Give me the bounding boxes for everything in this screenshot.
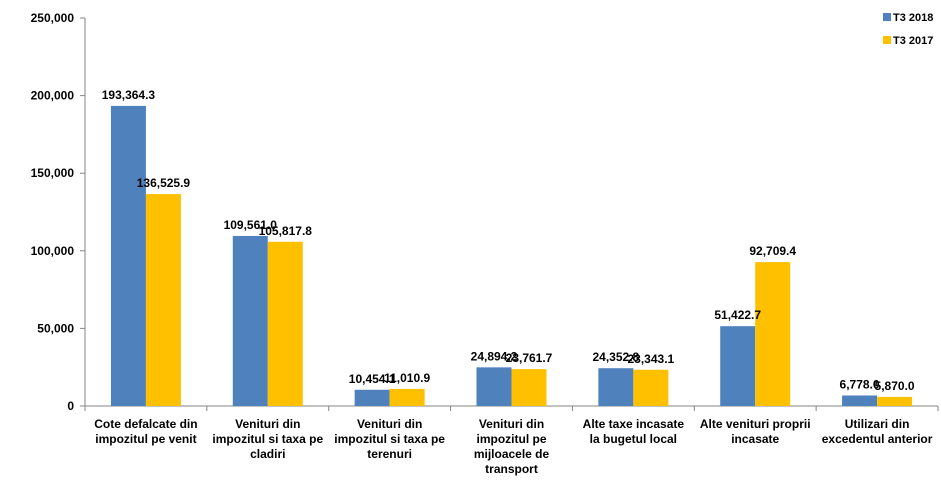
category-label: Venituri din impozitul si taxa pe cladiri [212,417,323,461]
legend-swatch [883,36,891,44]
data-label: 109,561.0 [224,218,278,232]
y-tick-label: 250,000 [31,11,75,25]
category-label: Alte venituri proprii incasate [700,417,811,446]
category-label: Venituri din impozitul pe mijloacele de tra… [474,417,550,476]
bar-t3-2018 [110,105,146,406]
y-tick-label: 150,000 [31,166,75,180]
bar-t3-2017 [755,262,791,406]
bar-t3-2017 [877,396,913,406]
data-label: 11,010.9 [384,371,430,385]
bar-t3-2017 [145,194,181,406]
legend: T3 2018 T3 2017 [883,12,933,47]
x-axis [84,405,939,411]
data-label: 23,761.7 [506,351,553,365]
y-tick-label: 0 [67,399,74,413]
data-label: 10,454.1 [349,372,396,386]
legend-swatch [883,13,891,21]
y-tick-label: 100,000 [31,244,75,258]
bar-t3-2017 [267,241,303,406]
y-tick-label: 200,000 [31,89,75,103]
category-labels: Cote defalcate din impozitul pe venit Veni… [94,417,933,476]
data-label: 105,817.8 [259,224,313,238]
category-label: Utilizari din excedentul anterior [822,417,933,446]
bar-t3-2018 [476,367,512,406]
y-tick-label: 50,000 [37,321,74,335]
data-label: 5,870.0 [875,379,915,393]
bar-t3-2018 [842,395,878,406]
bar-t3-2018 [232,235,268,406]
data-label: 136,525.9 [137,176,191,190]
category-label: Venituri din impozitul si taxa pe terenuri [334,417,445,461]
bar-t3-2018 [354,389,390,406]
data-label: 92,709.4 [749,244,796,258]
bars [110,105,913,406]
legend-label: T3 2018 [893,12,933,24]
bar-t3-2017 [511,369,547,406]
data-label: 6,778.0 [840,377,880,391]
bar-t3-2017 [633,369,669,406]
bar-t3-2018 [720,326,756,406]
bar-t3-2018 [598,368,634,406]
y-axis: 0 50,000 100,000 150,000 200,000 250,000 [31,11,86,413]
category-label: Alte taxe incasate la bugetul local [583,417,685,446]
data-label: 23,343.1 [627,352,674,366]
data-label: 51,422.7 [714,308,761,322]
data-label: 24,352.8 [592,350,639,364]
bar-t3-2017 [389,388,425,406]
data-label: 24,894.2 [471,349,518,363]
legend-label: T3 2017 [893,35,933,47]
data-label: 193,364.3 [102,88,156,102]
category-label: Cote defalcate din impozitul pe venit [94,417,197,446]
